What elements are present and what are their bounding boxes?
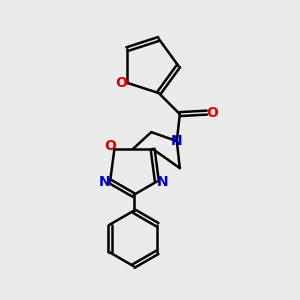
Text: O: O	[104, 139, 116, 153]
Text: N: N	[99, 175, 110, 188]
Text: O: O	[206, 106, 218, 120]
Text: N: N	[171, 134, 183, 148]
Text: N: N	[157, 175, 168, 188]
Text: O: O	[116, 76, 128, 90]
